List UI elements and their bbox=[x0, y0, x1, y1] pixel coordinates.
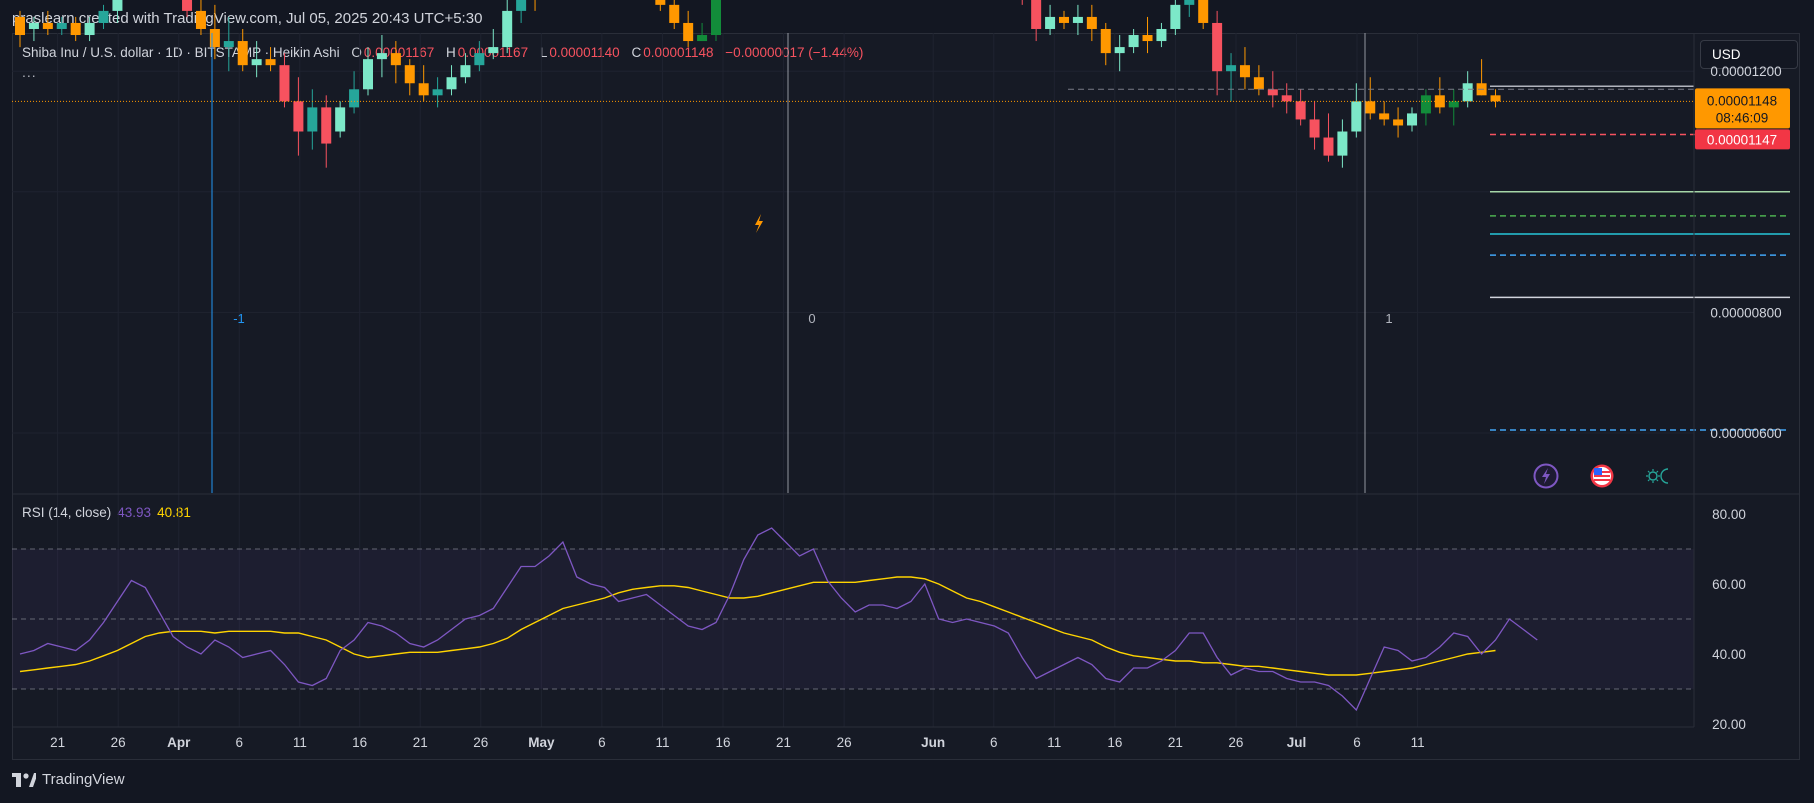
chart-frame bbox=[12, 33, 1800, 760]
low-label: L bbox=[539, 45, 548, 60]
open-label: O bbox=[351, 45, 362, 60]
sun-moon-icon[interactable] bbox=[1646, 468, 1669, 484]
brand-name: TradingView bbox=[42, 771, 125, 788]
candle-body bbox=[1198, 0, 1209, 23]
us-flag-event-icon[interactable] bbox=[1590, 464, 1614, 488]
close-label: C bbox=[631, 45, 642, 60]
candle-body bbox=[1184, 0, 1195, 5]
rsi-title[interactable]: RSI (14, close) bbox=[22, 505, 112, 520]
currency-button[interactable]: USD bbox=[1700, 40, 1798, 69]
more-options-button[interactable]: ... bbox=[22, 64, 37, 80]
candle-body bbox=[1086, 16, 1097, 29]
tradingview-brand[interactable]: TradingView bbox=[12, 771, 125, 788]
candle-body bbox=[1045, 16, 1056, 29]
close-value: 0.00001148 bbox=[643, 45, 714, 60]
candle-body bbox=[711, 0, 721, 36]
rsi-ma-value: 40.81 bbox=[157, 505, 191, 520]
low-value: 0.00001140 bbox=[549, 45, 620, 60]
change-value: −0.00000017 (−1.44%) bbox=[725, 45, 864, 60]
candle-body bbox=[1170, 4, 1181, 29]
candle-body bbox=[655, 0, 666, 5]
chart-caption: praslearn created with TradingView.com, … bbox=[12, 10, 483, 27]
symbol-title[interactable]: Shiba Inu / U.S. dollar · 1D · BITSTAMP … bbox=[22, 45, 340, 60]
candle-body bbox=[1059, 16, 1069, 23]
open-value: 0.00001167 bbox=[363, 45, 435, 60]
high-label: H bbox=[446, 45, 456, 60]
candle-body bbox=[1031, 0, 1042, 29]
rsi-value: 43.93 bbox=[117, 505, 152, 520]
event-icons bbox=[1533, 463, 1669, 489]
rsi-legend: RSI (14, close) 43.93 40.81 bbox=[22, 505, 191, 520]
lightning-event-icon[interactable] bbox=[1533, 463, 1559, 489]
candle-body bbox=[516, 0, 527, 11]
candle-body bbox=[1072, 16, 1083, 23]
symbol-legend: Shiba Inu / U.S. dollar · 1D · BITSTAMP … bbox=[22, 45, 865, 60]
high-value: 0.00001167 bbox=[457, 45, 529, 60]
candle-body bbox=[669, 4, 680, 23]
tradingview-logo-icon bbox=[12, 772, 36, 787]
